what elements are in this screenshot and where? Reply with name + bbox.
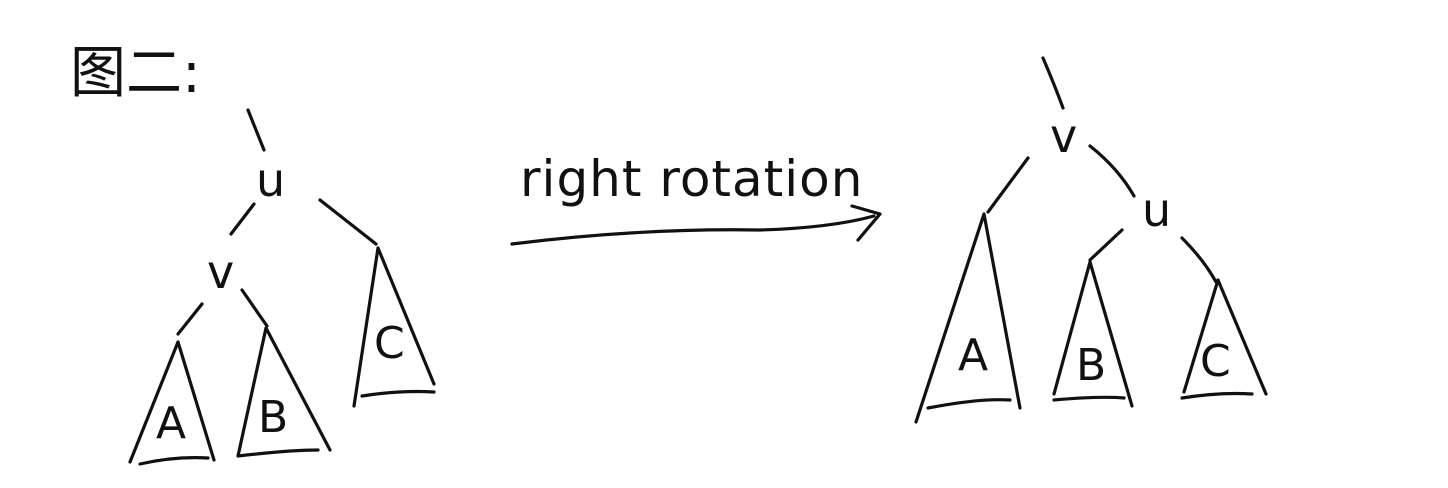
before-subtree-c-label: C — [374, 318, 405, 369]
before-edge-u-c — [318, 198, 378, 246]
before-subtree-b-label: B — [258, 392, 288, 443]
before-root-parent-edge — [246, 108, 266, 152]
arrow-shaft — [510, 214, 876, 246]
after-subtree-c-label: C — [1200, 336, 1231, 387]
before-subtree-a-label: A — [156, 398, 186, 449]
before-left-child-node: v — [207, 245, 234, 299]
before-edge-v-b — [240, 288, 269, 328]
operation-label: right rotation — [520, 150, 863, 208]
before-subtree-b: B — [236, 326, 332, 458]
after-root-node: v — [1050, 109, 1077, 163]
arrow-head — [850, 204, 882, 242]
before-root-node: u — [256, 153, 285, 207]
after-edge-v-u — [1088, 144, 1136, 198]
after-subtree-a: A — [914, 212, 1022, 424]
after-subtree-a-label: A — [958, 330, 988, 381]
before-edge-v-a — [176, 302, 204, 336]
before-edge-u-v — [229, 202, 256, 236]
figure-label: 图二: — [70, 41, 201, 106]
after-root-parent-edge — [1041, 56, 1065, 110]
after-edge-u-c — [1180, 236, 1218, 284]
after-edge-u-b — [1088, 228, 1124, 262]
after-subtree-b: B — [1052, 260, 1134, 408]
after-right-child-node: u — [1142, 183, 1171, 237]
before-tree: u v A B C — [128, 108, 436, 466]
after-subtree-b-label: B — [1076, 340, 1106, 391]
rotation-arrow: right rotation — [510, 150, 882, 246]
before-subtree-c: C — [352, 246, 436, 408]
after-subtree-c: C — [1180, 278, 1268, 400]
after-tree: v u A B C — [914, 56, 1268, 424]
after-edge-v-a — [986, 156, 1030, 214]
before-subtree-a: A — [128, 340, 216, 466]
